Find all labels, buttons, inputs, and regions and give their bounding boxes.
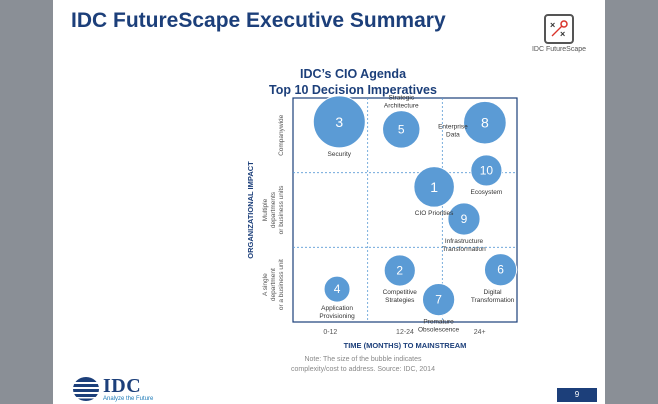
bubble-7	[421, 282, 456, 317]
bubble-number: 7	[435, 293, 442, 307]
y-tick-label: A single	[262, 273, 269, 296]
y-tick-label: or business units	[278, 185, 285, 235]
x-tick-label: 24+	[474, 329, 486, 336]
bubble-label: CIO Priorities	[415, 210, 454, 217]
bubble-number: 3	[335, 114, 343, 130]
bubble-1	[413, 166, 455, 208]
bubble-label: Provisioning	[319, 313, 355, 320]
bubble-label: Digital	[484, 289, 503, 296]
bubble-number: 8	[481, 115, 489, 131]
bubble-label: Architecture	[384, 103, 419, 110]
slide-title: IDC FutureScape Executive Summary	[71, 9, 446, 32]
futurescape-logo: × × IDC FutureScape	[526, 14, 592, 53]
bubble-8	[463, 100, 507, 145]
slide: IDC FutureScape Executive Summary × × ID…	[53, 0, 605, 404]
bubble-label: Data	[446, 132, 460, 139]
bubble-label: Obsolescence	[418, 327, 460, 334]
chart-frame	[292, 97, 518, 323]
bubble-label: Transformation	[471, 297, 515, 304]
bubble-label: Premature	[423, 319, 454, 326]
note-line2: complexity/cost to address. Source: IDC,…	[291, 366, 435, 373]
globe-icon	[71, 377, 101, 401]
svg-text:×: ×	[550, 20, 555, 30]
svg-text:×: ×	[560, 29, 565, 39]
bubble-10	[470, 154, 503, 187]
bubble-number: 9	[461, 212, 468, 226]
futurescape-caption: IDC FutureScape	[531, 46, 587, 53]
y-tick-label: Multiple	[262, 198, 269, 221]
bubble-number: 6	[497, 263, 504, 277]
chart-title-line2: Top 10 Decision Imperatives	[269, 83, 437, 97]
page-number: 9	[557, 388, 597, 402]
x-tick-label: 12-24	[396, 329, 414, 336]
idc-brand: IDC	[103, 375, 142, 397]
bubble-number: 2	[396, 263, 403, 277]
bubble-label: Ecosystem	[470, 189, 502, 196]
bubble-number: 10	[480, 163, 494, 177]
bubble-6	[483, 253, 518, 287]
bubble-label: Strategies	[385, 297, 415, 304]
y-tick-label: or a business unit	[278, 259, 285, 310]
chart-title-line1: IDC’s CIO Agenda	[299, 67, 407, 81]
bubble-chart: 0-12 12-24 24+ TIME (MONTHS) TO MAINSTREAM A…	[246, 95, 518, 350]
bubble-2	[383, 254, 416, 287]
chart-note: Note: The size of the bubble indicates c…	[273, 355, 453, 375]
bubble-label: Transformation	[442, 246, 486, 253]
futurescape-icon: × ×	[544, 14, 574, 44]
bubble-label: Application	[321, 305, 353, 312]
idc-logo: IDC Analyze the Future	[71, 375, 153, 404]
x-axis-label: TIME (MONTHS) TO MAINSTREAM	[344, 341, 467, 350]
bubble-number: 4	[334, 282, 341, 296]
bubble-label: Infrastructure	[445, 238, 484, 245]
chart-title: IDC’s CIO Agenda Top 10 Decision Imperat…	[231, 66, 475, 98]
bubble-label: Strategic	[388, 95, 414, 102]
note-line1: Note: The size of the bubble indicates	[304, 356, 422, 363]
bubble-3	[312, 95, 366, 149]
idc-tagline: Analyze the Future	[103, 396, 154, 402]
bubble-label: Security	[328, 151, 352, 158]
y-tick-label: departments	[270, 191, 277, 228]
bubble-9	[447, 202, 481, 236]
y-tick-label: Companywide	[278, 114, 285, 156]
y-axis-label: ORGANIZATIONAL IMPACT	[246, 161, 255, 259]
bubble-label: Enterprise	[438, 124, 468, 131]
y-tick-label: department	[270, 268, 277, 301]
bubble-number: 5	[398, 122, 405, 136]
bubble-number: 1	[430, 179, 438, 195]
bubble-4	[323, 275, 351, 303]
bubble-5	[382, 110, 421, 149]
x-tick-label: 0-12	[323, 329, 337, 336]
bubble-label: Competitive	[383, 289, 418, 296]
